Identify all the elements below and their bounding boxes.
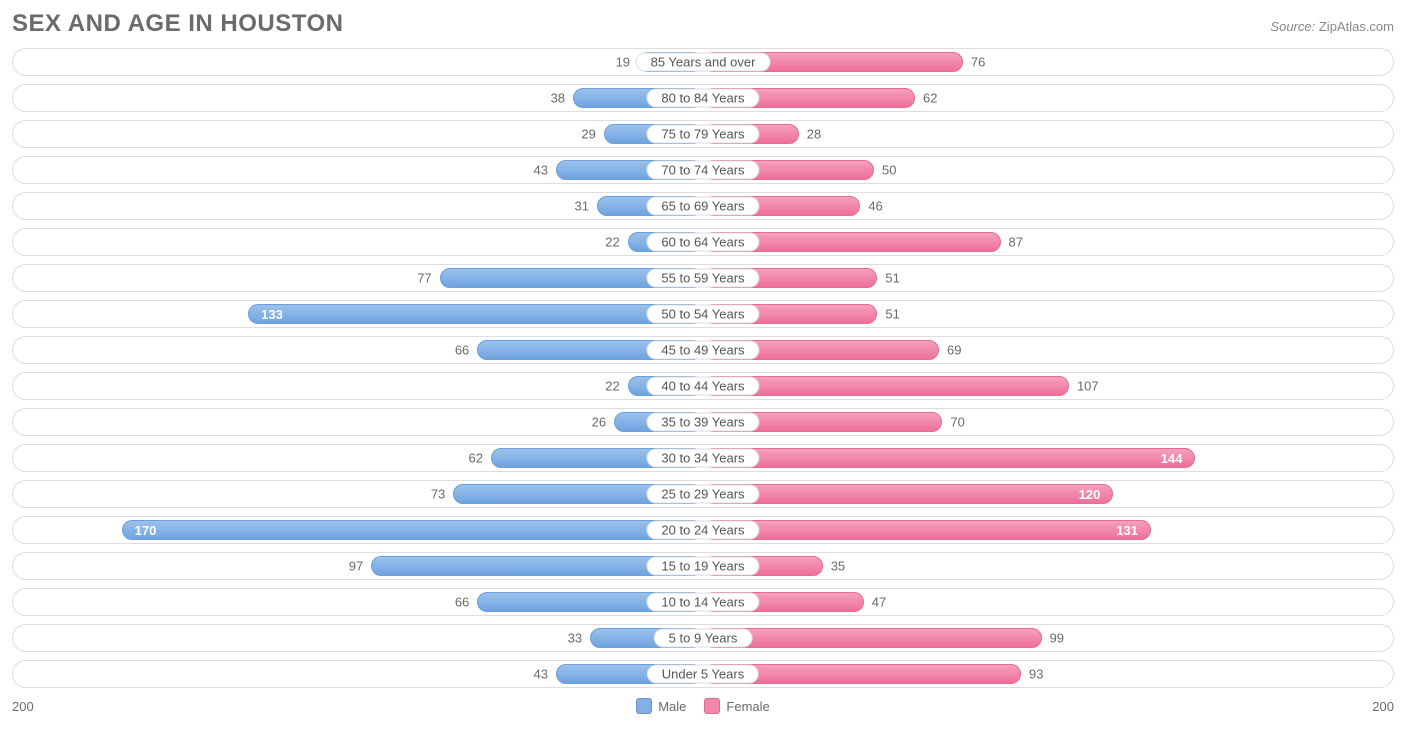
category-label: 30 to 34 Years <box>646 449 759 468</box>
female-value: 120 <box>1079 487 1101 502</box>
female-value: 107 <box>1077 379 1099 394</box>
legend-female-label: Female <box>726 699 769 714</box>
male-value: 77 <box>417 271 431 286</box>
male-value: 43 <box>533 667 547 682</box>
category-label: 15 to 19 Years <box>646 557 759 576</box>
chart-row: 38 62 80 to 84 Years <box>12 84 1394 112</box>
axis-right-max: 200 <box>1372 699 1394 714</box>
male-value: 133 <box>261 307 283 322</box>
male-value: 38 <box>551 91 565 106</box>
female-bar <box>703 628 1042 648</box>
source-label: Source: <box>1270 19 1315 34</box>
category-label: 55 to 59 Years <box>646 269 759 288</box>
chart-legend: Male Female <box>636 698 770 714</box>
category-label: 65 to 69 Years <box>646 197 759 216</box>
male-bar: 170 <box>122 520 703 540</box>
chart-row: 22 87 60 to 64 Years <box>12 228 1394 256</box>
female-value: 99 <box>1050 631 1064 646</box>
female-value: 131 <box>1116 523 1138 538</box>
legend-female-swatch <box>704 698 720 714</box>
category-label: 70 to 74 Years <box>646 161 759 180</box>
male-value: 33 <box>568 631 582 646</box>
chart-row: 97 35 15 to 19 Years <box>12 552 1394 580</box>
chart-row: 31 46 65 to 69 Years <box>12 192 1394 220</box>
chart-row: 170 131 20 to 24 Years <box>12 516 1394 544</box>
male-value: 43 <box>533 163 547 178</box>
female-bar: 120 <box>703 484 1113 504</box>
category-label: 80 to 84 Years <box>646 89 759 108</box>
chart-row: 26 70 35 to 39 Years <box>12 408 1394 436</box>
chart-header: SEX AND AGE IN HOUSTON Source: ZipAtlas.… <box>12 10 1394 38</box>
category-label: 75 to 79 Years <box>646 125 759 144</box>
chart-row: 133 51 50 to 54 Years <box>12 300 1394 328</box>
chart-row: 66 47 10 to 14 Years <box>12 588 1394 616</box>
male-value: 97 <box>349 559 363 574</box>
chart-row: 22 107 40 to 44 Years <box>12 372 1394 400</box>
chart-row: 66 69 45 to 49 Years <box>12 336 1394 364</box>
male-value: 62 <box>469 451 483 466</box>
category-label: 40 to 44 Years <box>646 377 759 396</box>
female-value: 35 <box>831 559 845 574</box>
male-value: 73 <box>431 487 445 502</box>
category-label: 60 to 64 Years <box>646 233 759 252</box>
female-value: 46 <box>868 199 882 214</box>
chart-row: 19 76 85 Years and over <box>12 48 1394 76</box>
legend-male-swatch <box>636 698 652 714</box>
female-bar: 144 <box>703 448 1195 468</box>
male-value: 22 <box>605 235 619 250</box>
category-label: 85 Years and over <box>636 53 771 72</box>
female-value: 28 <box>807 127 821 142</box>
category-label: 45 to 49 Years <box>646 341 759 360</box>
category-label: 5 to 9 Years <box>654 629 753 648</box>
male-value: 66 <box>455 595 469 610</box>
legend-male: Male <box>636 698 686 714</box>
female-value: 62 <box>923 91 937 106</box>
axis-left-max: 200 <box>12 699 34 714</box>
male-value: 170 <box>135 523 157 538</box>
female-value: 47 <box>872 595 886 610</box>
source-value: ZipAtlas.com <box>1319 19 1394 34</box>
category-label: 20 to 24 Years <box>646 521 759 540</box>
male-value: 66 <box>455 343 469 358</box>
category-label: 25 to 29 Years <box>646 485 759 504</box>
category-label: 10 to 14 Years <box>646 593 759 612</box>
female-value: 87 <box>1009 235 1023 250</box>
female-value: 76 <box>971 55 985 70</box>
male-bar: 133 <box>248 304 703 324</box>
female-value: 51 <box>885 271 899 286</box>
female-value: 50 <box>882 163 896 178</box>
category-label: 35 to 39 Years <box>646 413 759 432</box>
male-value: 29 <box>581 127 595 142</box>
female-value: 93 <box>1029 667 1043 682</box>
chart-row: 43 93 Under 5 Years <box>12 660 1394 688</box>
male-value: 19 <box>616 55 630 70</box>
female-value: 70 <box>950 415 964 430</box>
chart-row: 73 120 25 to 29 Years <box>12 480 1394 508</box>
category-label: Under 5 Years <box>647 665 759 684</box>
chart-row: 43 50 70 to 74 Years <box>12 156 1394 184</box>
legend-female: Female <box>704 698 769 714</box>
category-label: 50 to 54 Years <box>646 305 759 324</box>
chart-title: SEX AND AGE IN HOUSTON <box>12 10 343 38</box>
chart-row: 29 28 75 to 79 Years <box>12 120 1394 148</box>
female-value: 144 <box>1161 451 1183 466</box>
chart-row: 77 51 55 to 59 Years <box>12 264 1394 292</box>
pyramid-chart: 19 76 85 Years and over 38 62 80 to 84 Years 2… <box>12 48 1394 688</box>
female-value: 51 <box>885 307 899 322</box>
female-bar: 131 <box>703 520 1151 540</box>
male-value: 26 <box>592 415 606 430</box>
chart-source: Source: ZipAtlas.com <box>1270 19 1394 34</box>
legend-male-label: Male <box>658 699 686 714</box>
male-value: 22 <box>605 379 619 394</box>
female-value: 69 <box>947 343 961 358</box>
male-value: 31 <box>575 199 589 214</box>
chart-row: 33 99 5 to 9 Years <box>12 624 1394 652</box>
chart-footer: 200 Male Female 200 <box>12 698 1394 714</box>
chart-row: 62 144 30 to 34 Years <box>12 444 1394 472</box>
